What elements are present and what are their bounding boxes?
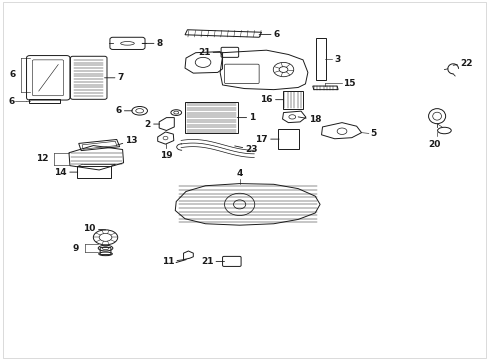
Text: 19: 19 [160, 150, 172, 159]
Text: 21: 21 [198, 48, 223, 57]
Text: 6: 6 [9, 71, 15, 80]
Text: 3: 3 [333, 55, 340, 64]
Text: 21: 21 [201, 257, 224, 266]
Text: 2: 2 [144, 120, 159, 129]
Text: 8: 8 [142, 39, 163, 48]
Text: 23: 23 [234, 145, 258, 154]
Text: 5: 5 [369, 129, 376, 138]
Text: 18: 18 [298, 115, 321, 124]
Text: 15: 15 [343, 79, 355, 88]
Text: 6: 6 [115, 106, 132, 115]
Text: 22: 22 [452, 59, 471, 68]
Text: 20: 20 [427, 140, 440, 149]
Text: 6: 6 [259, 30, 280, 39]
Text: 13: 13 [117, 136, 138, 145]
Text: 7: 7 [104, 73, 124, 82]
Text: 14: 14 [54, 168, 78, 177]
Text: 9: 9 [72, 244, 79, 253]
Text: 11: 11 [162, 257, 183, 266]
Text: 16: 16 [260, 95, 283, 104]
Text: 12: 12 [36, 154, 48, 163]
Text: 6: 6 [8, 96, 14, 105]
Text: 4: 4 [236, 169, 243, 178]
Text: 10: 10 [83, 224, 105, 233]
Text: 17: 17 [255, 135, 279, 144]
Text: 1: 1 [237, 113, 255, 122]
